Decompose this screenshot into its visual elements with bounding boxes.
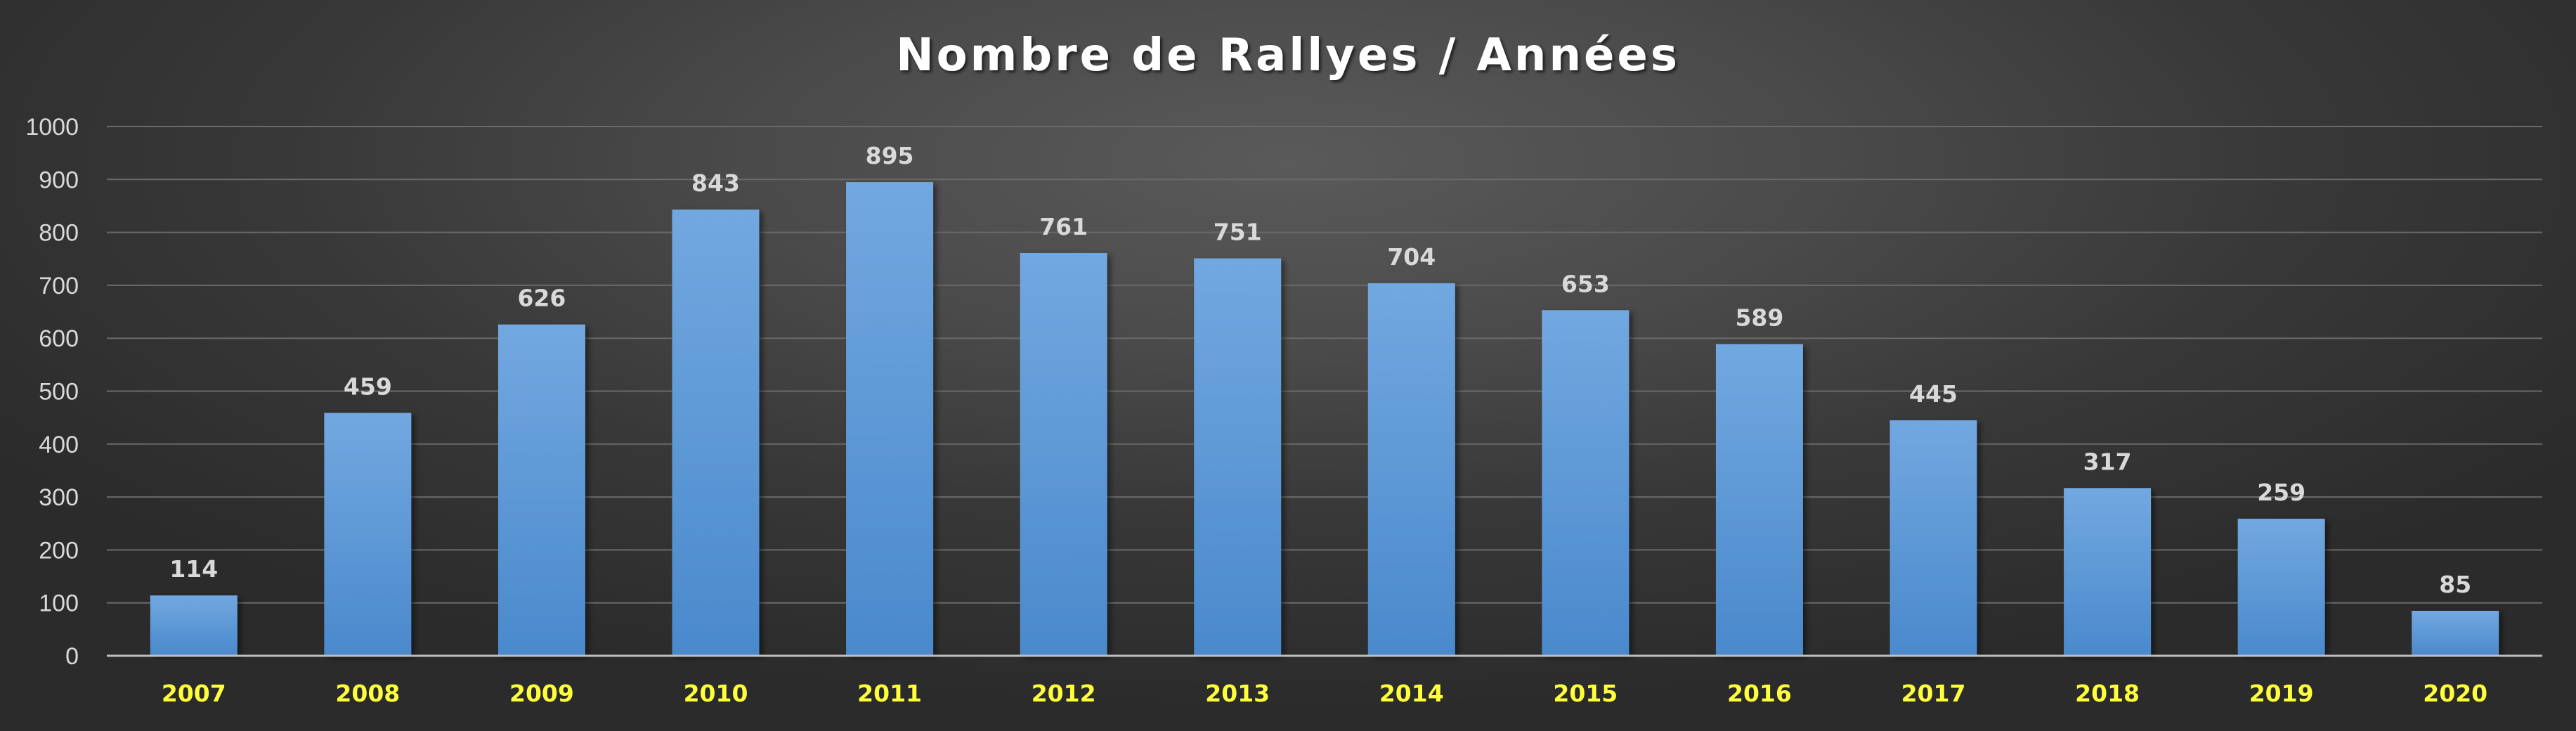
x-tick-label-2017: 2017 [1901, 680, 1966, 707]
y-tick-label: 200 [39, 537, 79, 564]
x-tick-label-2012: 2012 [1032, 680, 1096, 707]
bar-2017 [1889, 420, 1977, 656]
y-tick-label: 300 [39, 484, 79, 511]
data-label-2015: 653 [1561, 270, 1610, 297]
bar-2008 [324, 413, 412, 656]
gridlines [107, 126, 2542, 604]
data-label-2007: 114 [169, 555, 218, 583]
data-label-2018: 317 [2083, 448, 2132, 475]
data-label-2012: 761 [1039, 213, 1088, 240]
x-tick-label-2018: 2018 [2075, 680, 2140, 707]
x-tick-label-2014: 2014 [1379, 680, 1444, 707]
chart-title: Nombre de Rallyes / Années [896, 30, 1680, 82]
y-tick-label: 100 [39, 590, 79, 617]
data-label-2010: 843 [691, 169, 740, 197]
y-tick-label: 600 [39, 325, 79, 352]
bar-2016 [1715, 344, 1803, 656]
x-tick-label-2013: 2013 [1205, 680, 1270, 707]
y-tick-label: 500 [39, 379, 79, 406]
data-label-2009: 626 [517, 285, 566, 312]
data-label-2017: 445 [1909, 380, 1958, 408]
y-tick-label: 400 [39, 432, 79, 458]
data-labels: 114 459 626 843 895 761 751 704 653 589 445 317 259 8… [169, 142, 2471, 598]
x-tick-label-2009: 2009 [509, 680, 574, 707]
data-label-2011: 895 [866, 142, 914, 169]
x-tick-label-2007: 2007 [162, 680, 226, 707]
bar-2019 [2237, 518, 2325, 656]
bar-2010 [672, 209, 760, 656]
bar-2015 [1542, 310, 1629, 656]
bar-2012 [1020, 252, 1107, 656]
data-label-2013: 751 [1214, 218, 1262, 245]
x-tick-label-2020: 2020 [2423, 680, 2487, 707]
bar-2007 [150, 595, 238, 656]
y-tick-label: 800 [39, 220, 79, 247]
x-tick-label-2016: 2016 [1727, 680, 1792, 707]
bar-2014 [1367, 283, 1455, 656]
bar-2013 [1194, 258, 1282, 656]
x-axis: 2007 2008 2009 2010 2011 2012 2013 2014 2015 2016… [107, 654, 2542, 707]
x-tick-label-2011: 2011 [857, 680, 922, 707]
bars [150, 182, 2499, 656]
data-label-2019: 259 [2257, 479, 2305, 506]
bar-2009 [497, 324, 585, 656]
data-label-2016: 589 [1735, 304, 1783, 331]
x-tick-label-2019: 2019 [2249, 680, 2314, 707]
data-label-2014: 704 [1387, 243, 1436, 271]
y-tick-label: 900 [39, 167, 79, 193]
y-axis: 0 100 200 300 400 500 600 700 800 900 1000 [25, 114, 79, 670]
x-tick-label-2015: 2015 [1553, 680, 1618, 707]
x-tick-label-2008: 2008 [335, 680, 400, 707]
bar-2011 [846, 182, 934, 656]
bar-2018 [2064, 488, 2152, 656]
x-tick-label-2010: 2010 [684, 680, 748, 707]
y-tick-label: 1000 [25, 114, 79, 141]
y-tick-label: 0 [65, 643, 79, 670]
data-label-2020: 85 [2439, 571, 2471, 598]
data-label-2008: 459 [344, 373, 392, 400]
y-tick-label: 700 [39, 273, 79, 299]
bar-2020 [2412, 610, 2499, 656]
